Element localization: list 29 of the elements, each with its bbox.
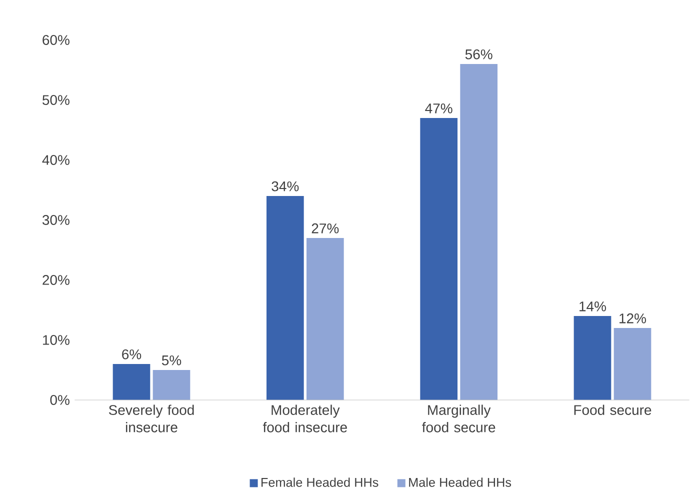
x-tick-label: Severely food insecure [108, 404, 194, 432]
legend-label: Male Headed HHs [409, 478, 512, 487]
x-tick-label: Food secure [574, 404, 652, 415]
data-label: 12% [620, 313, 646, 324]
y-tick-label: 10% [43, 335, 70, 345]
bar [574, 316, 612, 400]
data-label: 27% [312, 223, 339, 234]
y-tick-label: 50% [42, 95, 70, 105]
bar [614, 328, 652, 400]
data-label: 34% [272, 181, 299, 192]
x-tick-label: Marginally food secure [422, 404, 496, 432]
bar [306, 238, 344, 400]
y-tick-label: 60% [42, 35, 70, 45]
bar [266, 196, 304, 400]
data-label: 5% [162, 355, 182, 366]
y-tick-label: 0% [50, 395, 70, 405]
bar [112, 364, 150, 400]
bar [152, 370, 190, 400]
bar [460, 64, 498, 400]
data-label: 6% [122, 349, 142, 360]
y-tick-label: 30% [42, 215, 70, 225]
data-label: 14% [580, 301, 606, 312]
y-tick-label: 40% [42, 155, 70, 165]
data-label: 47% [425, 104, 452, 114]
y-tick-label: 20% [42, 275, 70, 285]
legend-label: Female Headed HHs [262, 478, 378, 487]
x-tick-label: Moderately food insecure [262, 404, 347, 432]
bar [420, 118, 458, 400]
data-label: 56% [465, 49, 492, 60]
